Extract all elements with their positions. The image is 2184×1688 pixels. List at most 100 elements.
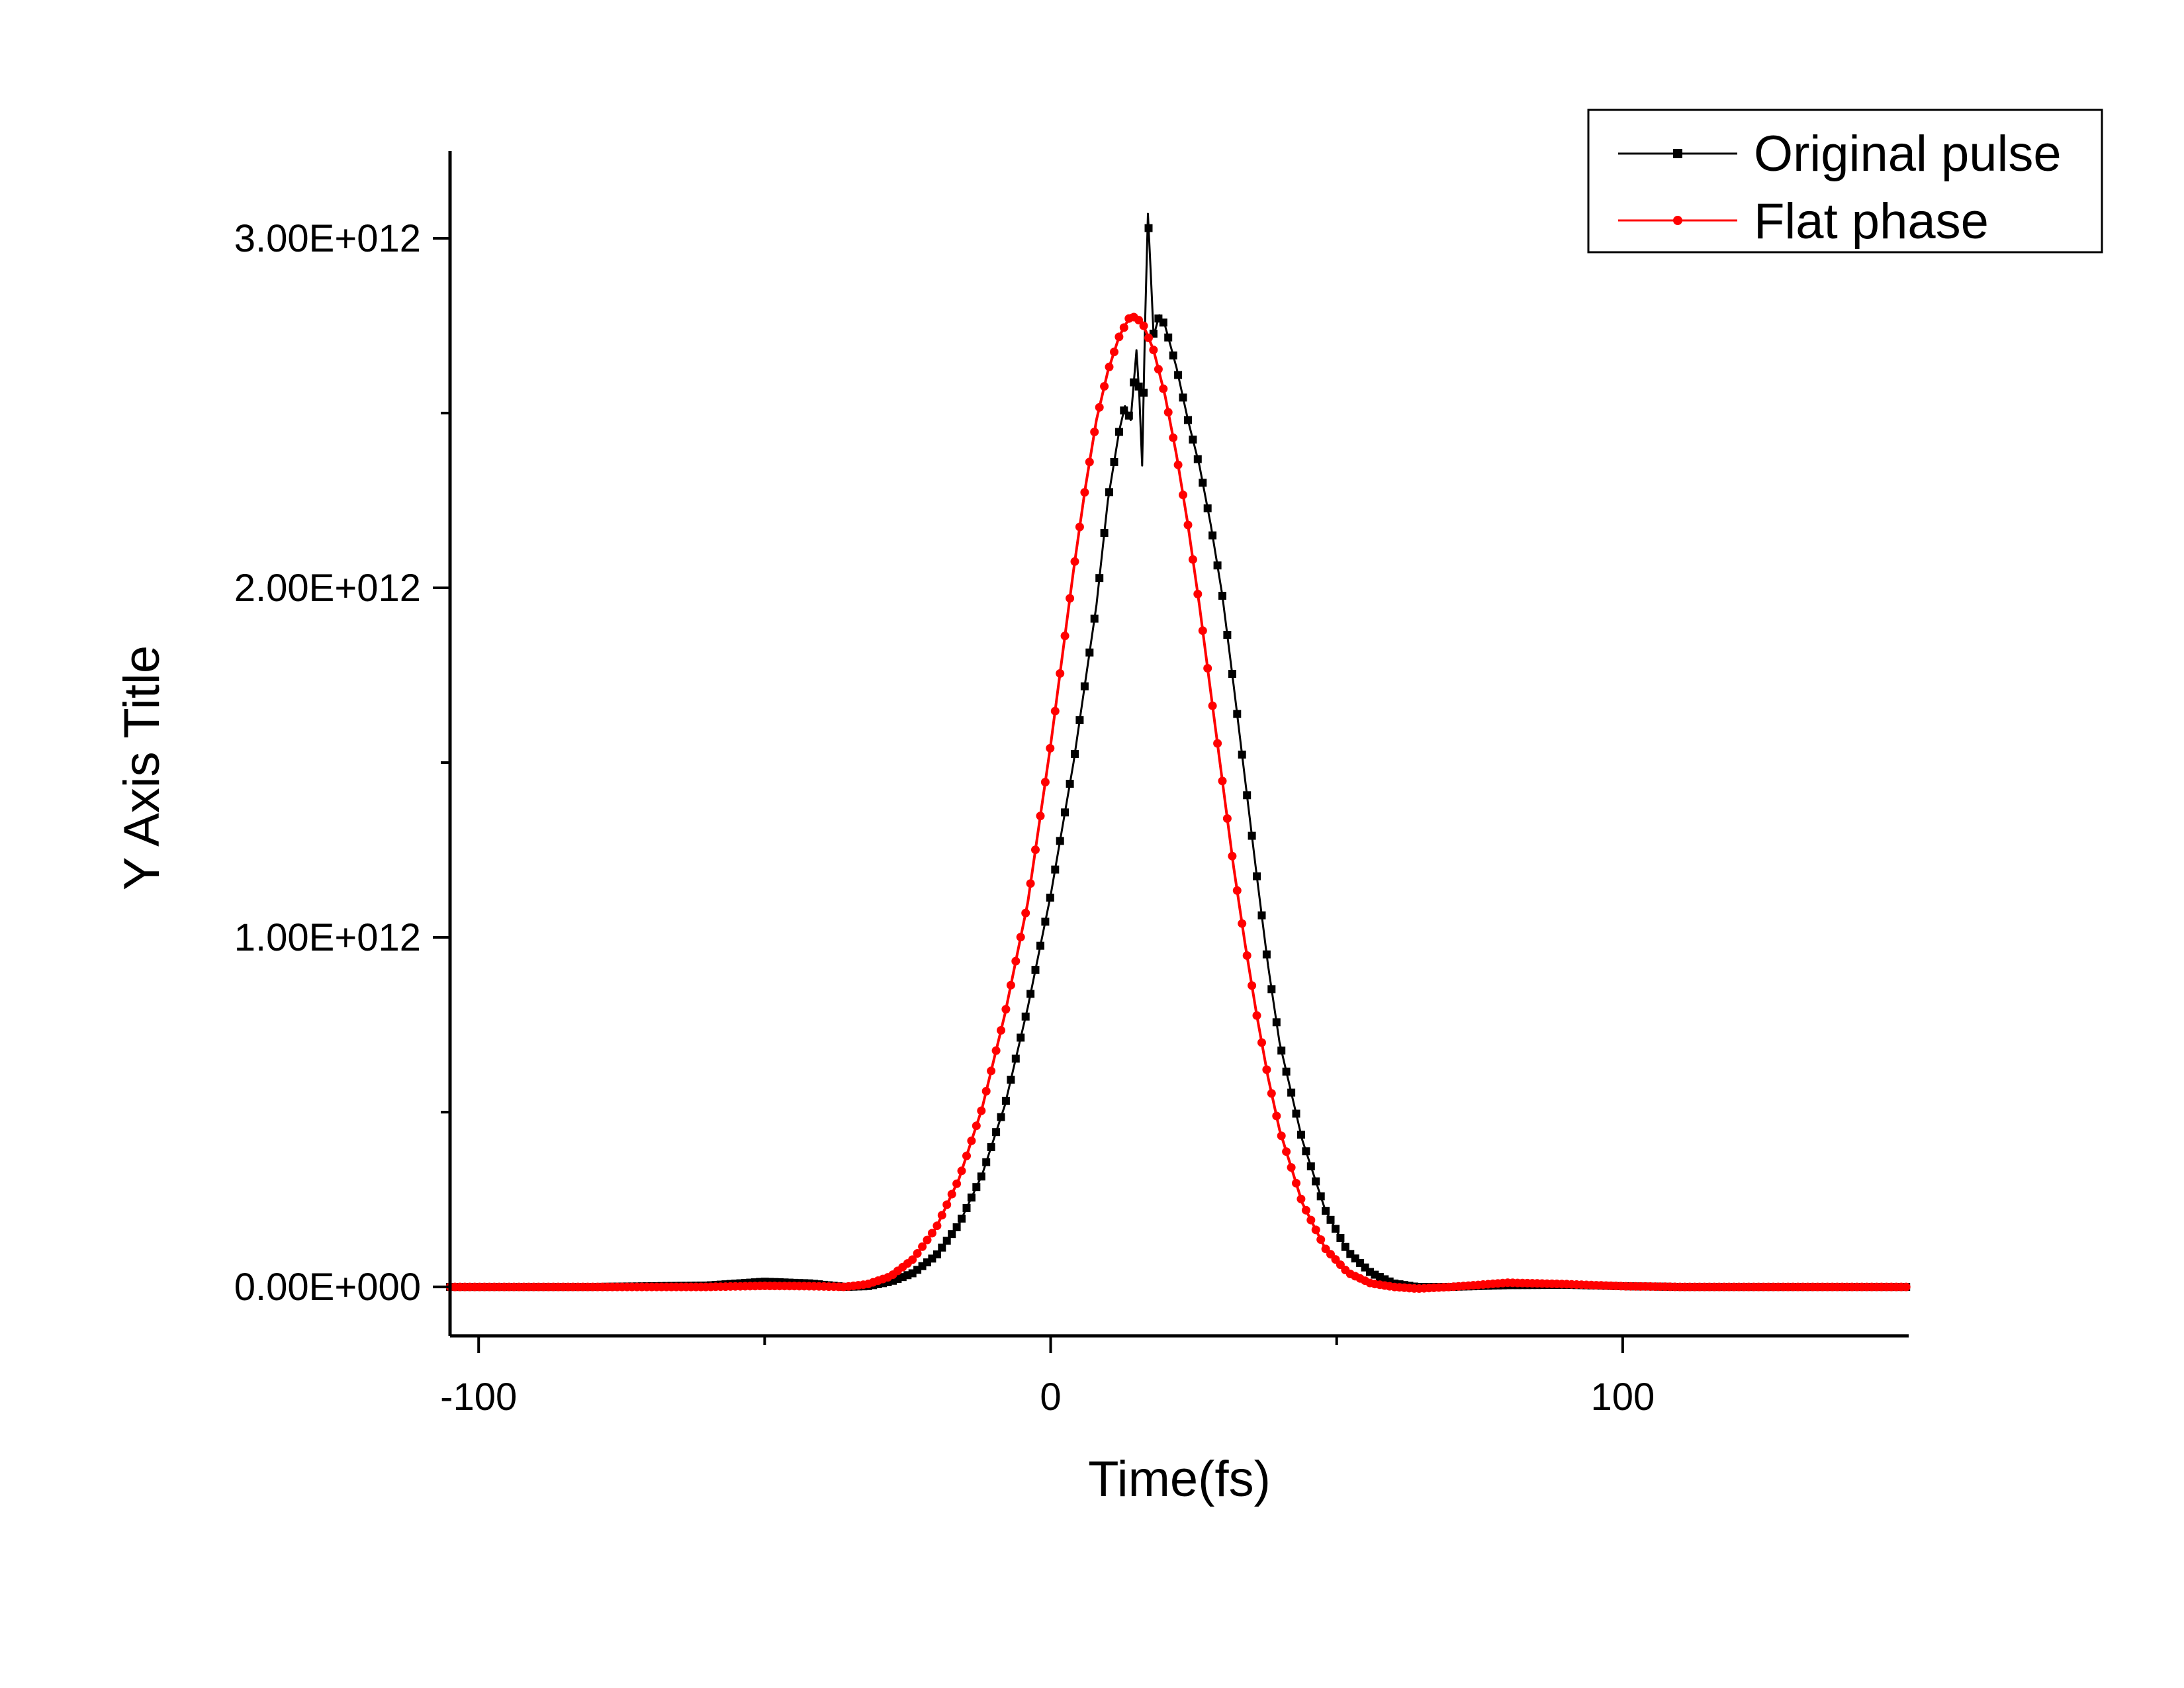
series-point-flat-phase — [1208, 701, 1217, 710]
series-point-flat-phase — [1056, 669, 1065, 678]
series-point-flat-phase — [1248, 981, 1257, 990]
series-point-original-pulse — [1031, 966, 1040, 974]
series-point-flat-phase — [1100, 382, 1109, 391]
series-point-flat-phase — [1026, 879, 1035, 888]
series-point-original-pulse — [1115, 428, 1123, 436]
series-point-flat-phase — [1134, 316, 1144, 325]
series-point-flat-phase — [1006, 980, 1015, 990]
series-point-original-pulse — [1208, 531, 1217, 539]
series-point-flat-phase — [981, 1086, 991, 1096]
series-point-original-pulse — [1174, 371, 1183, 379]
series-point-original-pulse — [933, 1250, 941, 1258]
series-point-original-pulse — [1056, 837, 1064, 845]
legend-marker-flat-phase — [1673, 216, 1682, 225]
series-point-flat-phase — [1154, 365, 1163, 374]
series-point-original-pulse — [1326, 1215, 1335, 1224]
series-point-original-pulse — [1306, 1162, 1315, 1170]
series-point-flat-phase — [1159, 384, 1168, 393]
series-point-original-pulse — [982, 1158, 991, 1166]
series-point-flat-phase — [1144, 333, 1153, 342]
series-point-original-pulse — [1193, 455, 1202, 463]
series-point-flat-phase — [1085, 457, 1094, 467]
series-point-original-pulse — [1292, 1109, 1300, 1118]
series-point-original-pulse — [1105, 488, 1113, 496]
series-point-flat-phase — [1218, 776, 1227, 786]
y-ticks-layer: 0.00E+000 1.00E+012 2.00E+012 3.00E+012 — [234, 217, 450, 1309]
legend: Original pulse Flat phase — [1587, 109, 2103, 254]
series-point-original-pulse — [1051, 865, 1060, 874]
series-point-original-pulse — [1336, 1234, 1345, 1242]
series-point-flat-phase — [1050, 706, 1060, 716]
series-point-flat-phase — [1292, 1178, 1300, 1188]
series-point-flat-phase — [1198, 626, 1207, 635]
series-point-flat-phase — [1021, 908, 1030, 917]
series-point-original-pulse — [952, 1223, 961, 1231]
series-point-original-pulse — [1075, 716, 1084, 724]
series-point-original-pulse — [1267, 985, 1276, 994]
series-point-flat-phase — [972, 1121, 981, 1131]
series-original-pulse — [446, 212, 1911, 1291]
series-point-original-pulse — [1080, 682, 1089, 690]
series-point-original-pulse — [1272, 1018, 1281, 1027]
series-point-flat-phase — [1238, 919, 1247, 928]
series-point-flat-phase — [1242, 951, 1251, 960]
x-axis-title: Time(fs) — [1088, 1451, 1271, 1507]
series-point-flat-phase — [1070, 557, 1079, 566]
series-point-flat-phase — [977, 1106, 986, 1115]
y-tick-label: 3.00E+012 — [234, 217, 421, 260]
series-point-original-pulse — [1238, 750, 1246, 759]
series-point-original-pulse — [1169, 352, 1177, 359]
series-point-flat-phase — [1306, 1215, 1316, 1225]
series-point-flat-phase — [1075, 522, 1084, 532]
series-point-original-pulse — [972, 1183, 981, 1192]
series-point-original-pulse — [1011, 1055, 1020, 1063]
series-point-flat-phase — [937, 1211, 946, 1220]
series-point-original-pulse — [1036, 941, 1044, 950]
series-point-original-pulse — [1248, 831, 1256, 840]
series-point-original-pulse — [1017, 1033, 1025, 1042]
series-point-flat-phase — [1297, 1194, 1306, 1203]
series-point-original-pulse — [1199, 479, 1207, 487]
series-point-original-pulse — [1140, 389, 1148, 397]
series-point-original-pulse — [1277, 1047, 1286, 1055]
series-point-original-pulse — [1095, 574, 1104, 583]
y-tick-label: 0.00E+000 — [234, 1266, 421, 1309]
legend-marker-original-pulse — [1673, 149, 1682, 158]
series-point-original-pulse — [1124, 411, 1133, 420]
series-point-flat-phase — [1203, 664, 1212, 673]
series-point-original-pulse — [1218, 592, 1226, 600]
series-point-flat-phase — [1149, 346, 1158, 355]
series-point-original-pulse — [1312, 1177, 1320, 1186]
series-point-flat-phase — [1080, 488, 1089, 497]
series-point-flat-phase — [1188, 555, 1197, 564]
series-point-original-pulse — [1007, 1076, 1015, 1084]
series-point-original-pulse — [1341, 1243, 1349, 1251]
series-point-original-pulse — [1223, 631, 1232, 639]
series-point-flat-phase — [1257, 1038, 1266, 1047]
series-point-flat-phase — [927, 1229, 936, 1238]
series-point-original-pulse — [948, 1230, 956, 1239]
series-point-original-pulse — [1213, 561, 1222, 570]
series-point-original-pulse — [942, 1237, 951, 1245]
series-point-flat-phase — [1272, 1111, 1281, 1121]
series-point-original-pulse — [958, 1214, 966, 1223]
series-point-original-pulse — [1228, 670, 1236, 678]
series-point-original-pulse — [1257, 911, 1266, 919]
series-point-flat-phase — [1119, 323, 1128, 332]
series-point-flat-phase — [1213, 739, 1222, 748]
series-point-flat-phase — [1060, 632, 1069, 641]
series-point-original-pulse — [1071, 750, 1079, 758]
series-point-original-pulse — [1144, 224, 1153, 232]
series-point-flat-phase — [952, 1179, 962, 1188]
series-point-original-pulse — [1203, 504, 1212, 512]
series-point-flat-phase — [1046, 743, 1055, 753]
series-point-flat-phase — [1301, 1205, 1310, 1215]
series-point-original-pulse — [962, 1204, 971, 1212]
series-point-original-pulse — [1282, 1067, 1291, 1076]
x-ticks-layer: -100 0 100 — [440, 1336, 1655, 1419]
series-point-original-pulse — [1134, 382, 1143, 391]
series-point-original-pulse — [1046, 894, 1054, 902]
series-point-flat-phase — [1001, 1005, 1011, 1014]
series-point-flat-phase — [1277, 1131, 1286, 1141]
